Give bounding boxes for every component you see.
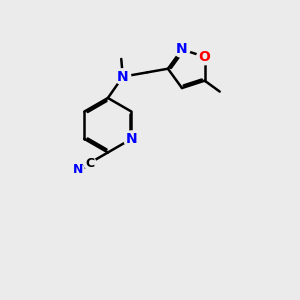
Text: C: C [85, 157, 94, 169]
Text: N: N [117, 70, 129, 84]
Circle shape [124, 131, 140, 147]
Circle shape [83, 157, 96, 169]
Circle shape [197, 49, 213, 65]
Text: N: N [176, 42, 188, 56]
Circle shape [72, 164, 84, 176]
Text: N: N [73, 163, 83, 176]
Circle shape [115, 69, 131, 85]
Text: O: O [199, 50, 211, 64]
Circle shape [174, 41, 190, 57]
Text: N: N [126, 132, 137, 146]
